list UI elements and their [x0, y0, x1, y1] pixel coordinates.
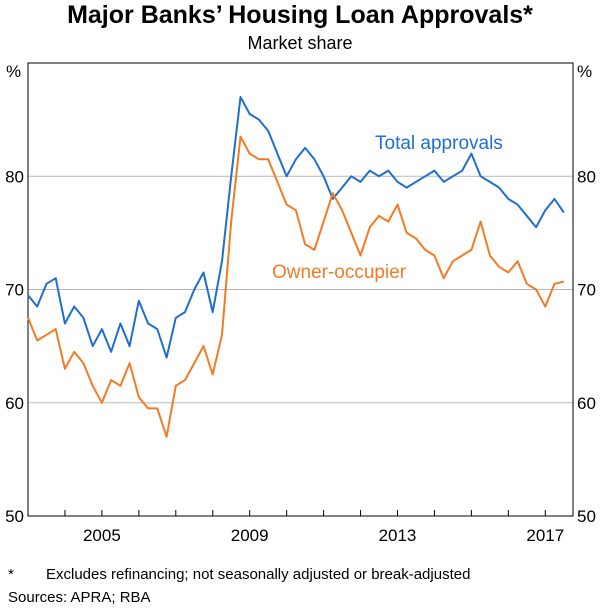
footnote: * Excludes refinancing; not seasonally ad… [8, 566, 470, 584]
y-tick-label-left: 70 [5, 281, 24, 300]
chart-title: Major Banks’ Housing Loan Approvals* [67, 1, 533, 29]
y-tick-label-right: 70 [577, 281, 596, 300]
chart-subtitle: Market share [247, 33, 353, 53]
series-line-owner [27, 135, 565, 438]
series-label-owner: Owner-occupier [272, 262, 407, 283]
x-tick-label: 2017 [526, 526, 564, 545]
y-tick-label-left: 60 [5, 394, 24, 413]
y-tick-label-left: 80 [5, 167, 24, 186]
footnote-text: Excludes refinancing; not seasonally adj… [46, 566, 471, 583]
x-tick-label: 2005 [83, 526, 121, 545]
y-tick-label-right: 60 [577, 394, 596, 413]
series-label-total: Total approvals [375, 133, 503, 154]
footnote-marker: * [8, 566, 14, 583]
y-unit-right: % [577, 62, 592, 81]
y-tick-label-left: 50 [5, 507, 24, 526]
y-tick-label-right: 50 [577, 507, 596, 526]
series-line-total [27, 96, 565, 359]
y-tick-label-right: 80 [577, 167, 596, 186]
y-unit-left: % [6, 62, 21, 81]
sources: Sources: APRA; RBA [8, 589, 151, 606]
x-tick-label: 2009 [231, 526, 269, 545]
x-tick-label: 2013 [379, 526, 417, 545]
plot-frame [27, 62, 574, 517]
